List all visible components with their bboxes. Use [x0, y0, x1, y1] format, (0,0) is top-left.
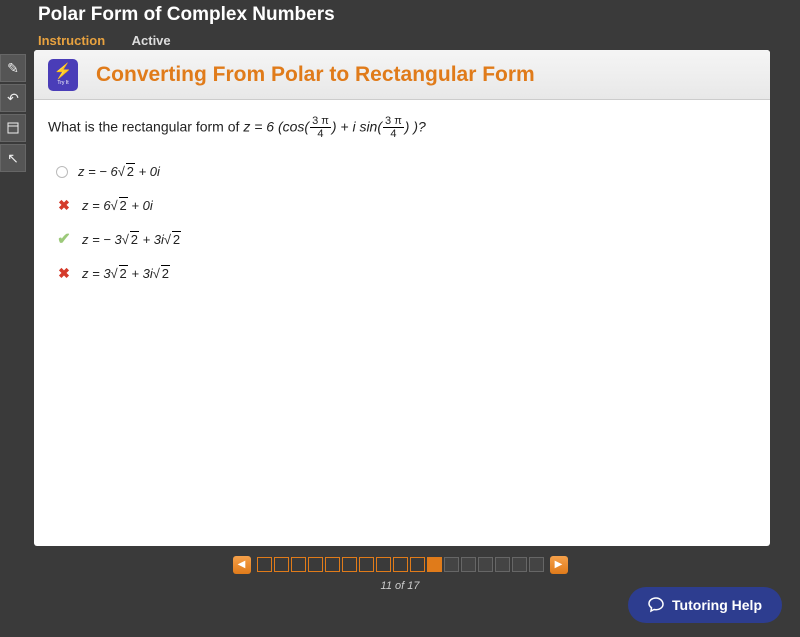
pager-box[interactable]	[393, 557, 408, 572]
correct-icon: ✔	[56, 231, 72, 247]
choice-1[interactable]: z = − 62 + 0i	[56, 164, 756, 179]
choice-2[interactable]: ✖ z = 62 + 0i	[56, 197, 756, 213]
pager-box[interactable]	[427, 557, 442, 572]
pager: ◀ ▶ 11 of 17	[0, 554, 800, 592]
bolt-icon: ⚡	[54, 64, 73, 79]
question-text: What is the rectangular form of z = 6 (c…	[48, 116, 756, 140]
pager-box[interactable]	[325, 557, 340, 572]
chat-icon	[648, 597, 664, 613]
choice-4[interactable]: ✖ z = 32 + 3i2	[56, 265, 756, 281]
pager-box[interactable]	[461, 557, 476, 572]
calculator-icon[interactable]	[0, 114, 26, 142]
pager-box[interactable]	[257, 557, 272, 572]
tools-icon[interactable]: ↖	[0, 144, 26, 172]
pager-box[interactable]	[342, 557, 357, 572]
pager-box[interactable]	[478, 557, 493, 572]
fraction2: 3 π4	[383, 116, 404, 140]
pager-box[interactable]	[529, 557, 544, 572]
pager-box[interactable]	[444, 557, 459, 572]
sidebar: ✎ ↶ ↖	[0, 54, 26, 174]
wrong-icon: ✖	[56, 197, 72, 213]
question-area: What is the rectangular form of z = 6 (c…	[34, 100, 770, 315]
tab-active[interactable]: Active	[132, 33, 171, 48]
pager-box[interactable]	[274, 557, 289, 572]
page-title: Polar Form of Complex Numbers	[38, 4, 800, 26]
prev-button[interactable]: ◀	[233, 556, 251, 574]
next-button[interactable]: ▶	[550, 556, 568, 574]
pager-box[interactable]	[512, 557, 527, 572]
pager-box[interactable]	[291, 557, 306, 572]
help-label: Tutoring Help	[672, 597, 762, 613]
pager-box[interactable]	[376, 557, 391, 572]
edit-icon[interactable]: ✎	[0, 54, 26, 82]
tryit-label: Try It	[57, 80, 68, 86]
pager-box[interactable]	[495, 557, 510, 572]
pager-box[interactable]	[359, 557, 374, 572]
radio-blank-icon	[56, 166, 68, 178]
pager-box[interactable]	[410, 557, 425, 572]
pager-box[interactable]	[308, 557, 323, 572]
choice-3[interactable]: ✔ z = − 32 + 3i2	[56, 231, 756, 247]
tryit-badge: ⚡ Try It	[48, 59, 78, 91]
content-panel: ⚡ Try It Converting From Polar to Rectan…	[34, 50, 770, 546]
tab-instruction[interactable]: Instruction	[38, 33, 105, 48]
fraction1: 3 π4	[310, 116, 331, 140]
banner-title: Converting From Polar to Rectangular For…	[96, 63, 535, 87]
undo-icon[interactable]: ↶	[0, 84, 26, 112]
tutoring-help-button[interactable]: Tutoring Help	[628, 587, 782, 623]
banner: ⚡ Try It Converting From Polar to Rectan…	[34, 50, 770, 100]
wrong-icon: ✖	[56, 265, 72, 281]
choices-list: z = − 62 + 0i ✖ z = 62 + 0i ✔ z = − 32 +…	[48, 164, 756, 281]
page-header: Polar Form of Complex Numbers	[0, 0, 800, 26]
